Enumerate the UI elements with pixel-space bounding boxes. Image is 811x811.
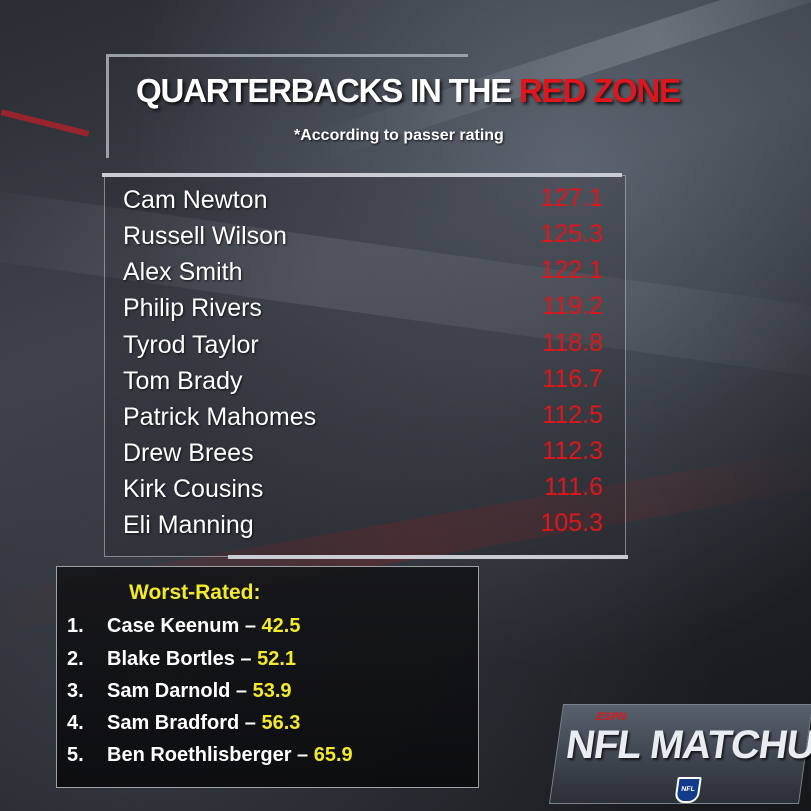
top-rated-list: Cam Newton 127.1 Russell Wilson 125.3 Alex… (102, 173, 628, 559)
player-rating: 105.3 (540, 509, 603, 537)
rank-number: 5. (67, 744, 84, 766)
player-rating: 53.9 (252, 680, 292, 702)
player-entry: Sam Bradford – 56.3 (107, 712, 300, 735)
player-name: Alex Smith (123, 258, 243, 286)
separator: – (291, 744, 314, 766)
player-rating: 56.3 (261, 712, 301, 734)
list-item: Tom Brady 116.7 (123, 365, 603, 403)
rank-number: 2. (67, 648, 84, 670)
list-item: Drew Brees 112.3 (123, 437, 603, 475)
rank-number: 4. (67, 712, 84, 734)
title-frame (106, 54, 468, 158)
list-item: Russell Wilson 125.3 (123, 220, 603, 258)
player-entry: Blake Bortles – 52.1 (107, 648, 296, 671)
title-main: QUARTERBACKS IN THE (136, 72, 520, 109)
title-highlight: RED ZONE (519, 72, 681, 109)
player-rating: 125.3 (540, 220, 603, 248)
player-name: Tyrod Taylor (123, 331, 259, 359)
frame-accent-bottom (228, 555, 628, 559)
player-name: Sam Darnold (107, 680, 231, 702)
list-item: Cam Newton 127.1 (123, 184, 603, 222)
player-entry: Ben Roethlisberger – 65.9 (107, 744, 353, 767)
separator: – (230, 680, 253, 702)
player-name: Sam Bradford (107, 712, 240, 734)
page-subtitle: *According to passer rating (294, 127, 504, 144)
player-rating: 42.5 (261, 615, 301, 637)
player-rating: 112.3 (542, 437, 603, 465)
player-rating: 111.6 (544, 473, 603, 501)
frame-accent-top (102, 173, 622, 177)
page-title: QUARTERBACKS IN THE RED ZONE (136, 72, 696, 110)
player-rating: 52.1 (257, 648, 297, 670)
worst-rated-title: Worst-Rated: (129, 581, 261, 604)
player-entry: Sam Darnold – 53.9 (107, 680, 292, 703)
player-name: Patrick Mahomes (123, 403, 317, 431)
player-entry: Case Keenum – 42.5 (107, 615, 300, 638)
list-item: Kirk Cousins 111.6 (123, 473, 603, 511)
separator: – (234, 648, 258, 670)
rank-number: 1. (67, 615, 84, 637)
player-rating: 127.1 (540, 184, 603, 212)
player-rating: 65.9 (313, 744, 353, 766)
player-name: Tom Brady (123, 367, 243, 395)
nfl-shield-icon: NFL (674, 777, 702, 803)
worst-rated-panel: Worst-Rated: 1. Case Keenum – 42.5 2. Blak… (56, 566, 479, 788)
player-name: Ben Roethlisberger (107, 744, 292, 766)
rank-number: 3. (67, 680, 84, 702)
player-name: Drew Brees (123, 439, 254, 467)
player-rating: 118.8 (542, 329, 603, 357)
player-rating: 122.1 (540, 256, 603, 284)
player-rating: 119.2 (542, 292, 603, 320)
show-wordmark: NFL MATCHUP (563, 723, 811, 767)
espn-wordmark: ESPN (595, 711, 628, 723)
list-item: Alex Smith 122.1 (123, 256, 603, 294)
player-rating: 112.5 (542, 401, 603, 429)
separator: – (239, 615, 262, 637)
background-streak (0, 109, 90, 137)
player-name: Kirk Cousins (123, 475, 264, 503)
nfl-matchup-logo: ESPN NFL MATCHUP NFL (548, 704, 811, 804)
player-name: Case Keenum (107, 615, 240, 637)
list-item: Tyrod Taylor 118.8 (123, 329, 603, 367)
player-rating: 116.7 (542, 365, 603, 393)
player-name: Russell Wilson (123, 222, 287, 250)
player-name: Philip Rivers (123, 294, 262, 322)
player-name: Cam Newton (123, 186, 268, 214)
list-item: Philip Rivers 119.2 (123, 292, 603, 330)
list-item: Eli Manning 105.3 (123, 509, 603, 547)
player-name: Eli Manning (123, 511, 254, 539)
separator: – (239, 712, 262, 734)
player-name: Blake Bortles (107, 648, 235, 670)
list-item: Patrick Mahomes 112.5 (123, 401, 603, 439)
